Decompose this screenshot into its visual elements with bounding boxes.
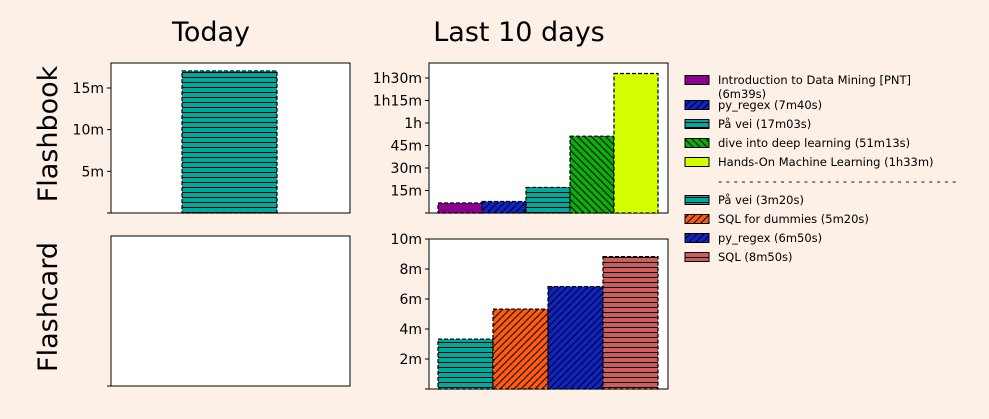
legend-label: dive into deep learning (51m13s) — [718, 136, 910, 150]
legend-swatch-hatch — [685, 233, 709, 243]
last10-flashbook-panel: 15m 30m 45m 1h 1h15m 1h30m — [373, 62, 669, 214]
bar-outline — [181, 70, 278, 214]
legend-swatch-hatch — [685, 100, 709, 110]
last10-flashcard-panel: 2m 4m 6m 8m 10m — [391, 232, 669, 390]
y-tick-label: 8m — [399, 262, 422, 278]
legend-label: (6m39s) — [718, 87, 766, 101]
legend-swatch-hatch — [685, 214, 709, 224]
legend-separator: - - - - - - - - - - - - - - - - - - - - … — [718, 174, 956, 188]
y-tick-label: 15m — [73, 81, 104, 97]
bar-hatch — [482, 201, 526, 213]
bar — [438, 203, 482, 213]
y-tick-label: 1h30m — [373, 71, 422, 87]
row-title-flashcard: Flashcard — [33, 242, 64, 372]
y-tick-label: 1h15m — [373, 94, 422, 110]
y-tick-label: 5m — [81, 164, 104, 180]
y-tick-label: 45m — [391, 139, 422, 155]
legend-swatch — [685, 75, 709, 85]
y-tick-label: 4m — [399, 322, 422, 338]
bar-hatch — [182, 70, 277, 214]
legend-swatch-hatch — [685, 138, 709, 148]
today-flashcard-panel — [107, 235, 351, 387]
legend: Introduction to Data Mining [PNT](6m39s)… — [684, 73, 956, 264]
legend-swatch-border — [684, 100, 710, 110]
bar-outline — [492, 308, 549, 390]
bar-outline — [613, 72, 659, 214]
y-tick-label: 10m — [73, 123, 104, 139]
legend-swatch-border — [684, 214, 710, 224]
bar-outline — [602, 255, 659, 390]
legend-swatch-border — [684, 252, 710, 262]
plot-area — [110, 235, 351, 387]
y-tick-label: 10m — [391, 232, 422, 248]
column-title-last-10-days: Last 10 days — [433, 17, 605, 48]
y-tick-label: 15m — [391, 184, 422, 200]
column-title-today: Today — [171, 17, 250, 48]
legend-swatch — [685, 157, 709, 167]
legend-swatch-border — [684, 138, 710, 148]
legend-label: py_regex (7m40s) — [718, 98, 822, 112]
y-tick-label: 1h — [404, 116, 422, 132]
legend-swatch-hatch — [685, 252, 709, 262]
legend-label: SQL for dummies (5m20s) — [718, 212, 869, 226]
bar-hatch — [603, 256, 658, 389]
legend-swatch-border — [684, 119, 710, 129]
y-tick-label: 6m — [399, 292, 422, 308]
y-tick-label: 2m — [399, 352, 422, 368]
bar-hatch — [438, 339, 493, 389]
legend-swatch-border — [684, 195, 710, 205]
bar-hatch — [526, 187, 570, 213]
today-flashbook-panel: 5m 10m 15m — [73, 62, 351, 214]
bar-hatch — [570, 136, 614, 213]
legend-swatch-border — [684, 157, 710, 167]
legend-swatch-hatch — [685, 119, 709, 129]
legend-swatch-hatch — [685, 195, 709, 205]
bar-outline — [569, 135, 615, 214]
legend-swatch-border — [684, 75, 710, 85]
bar-hatch — [548, 286, 603, 389]
row-title-flashbook: Flashbook — [33, 65, 64, 202]
legend-label: SQL (8m50s) — [718, 250, 793, 264]
bar-hatch — [493, 309, 548, 389]
legend-label: py_regex (6m50s) — [718, 231, 822, 245]
legend-label: På vei (17m03s) — [718, 117, 811, 131]
legend-label: På vei (3m20s) — [718, 193, 804, 207]
bar — [614, 73, 658, 213]
legend-label: Hands-On Machine Learning (1h33m) — [718, 155, 934, 169]
legend-swatch-border — [684, 233, 710, 243]
y-tick-label: 30m — [391, 161, 422, 177]
bar-outline — [547, 285, 604, 390]
legend-label: Introduction to Data Mining [PNT] — [718, 73, 911, 87]
